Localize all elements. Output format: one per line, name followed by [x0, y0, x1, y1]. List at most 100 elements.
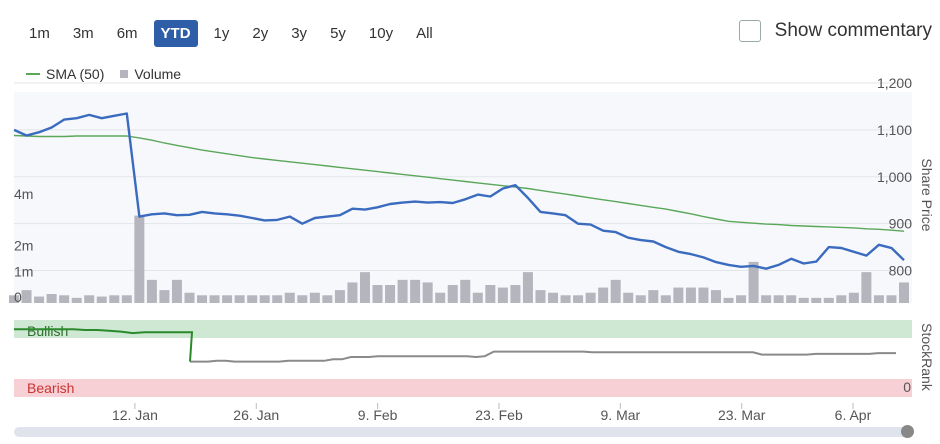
volume-bar	[171, 279, 182, 303]
stockrank-tick-0: 0	[903, 379, 911, 395]
volume-bar	[623, 292, 634, 303]
price-tick-label: 800	[889, 263, 913, 279]
volume-bar	[698, 287, 709, 303]
volume-bar	[748, 261, 759, 303]
range-button-3y[interactable]: 3y	[291, 24, 308, 42]
volume-legend-label[interactable]: Volume	[134, 66, 182, 82]
x-tick-label: 12. Jan	[112, 407, 158, 423]
volume-bar	[209, 295, 220, 303]
volume-tick-label: 2m	[14, 238, 33, 254]
price-tick-label: 900	[889, 216, 913, 232]
navigator-scrollbar[interactable]	[14, 427, 912, 437]
volume-bar	[71, 297, 82, 303]
volume-bar	[660, 295, 671, 303]
volume-bar	[359, 272, 370, 303]
volume-bar	[836, 295, 847, 303]
range-selector: 1m 3m 6m YTD 1y 2y 3y 5y 10y All	[22, 18, 449, 48]
price-lines	[13, 112, 905, 270]
volume-bar	[497, 287, 508, 303]
range-button-6m[interactable]: 6m	[116, 24, 138, 42]
volume-tick-label: 0	[14, 289, 22, 305]
volume-bar	[460, 279, 471, 303]
navigator-scroll-handle[interactable]	[901, 425, 914, 438]
range-button-10y[interactable]: 10y	[368, 24, 394, 42]
sma-legend-label[interactable]: SMA (50)	[46, 66, 105, 82]
volume-bar	[234, 295, 245, 303]
volume-bar	[109, 295, 120, 303]
volume-bar	[573, 295, 584, 303]
volume-bar	[134, 215, 145, 303]
volume-bar	[886, 295, 897, 303]
volume-bar	[159, 290, 170, 303]
volume-bar	[548, 292, 559, 303]
volume-bar	[899, 282, 909, 303]
x-tick-label: 9. Mar	[601, 407, 641, 423]
volume-bar	[585, 292, 596, 303]
volume-bar	[522, 272, 533, 303]
volume-bar	[272, 295, 283, 303]
price-tick-label: 1,200	[877, 75, 912, 91]
x-tick-label: 6. Apr	[835, 407, 872, 423]
volume-bar	[309, 292, 320, 303]
volume-bar	[385, 285, 396, 303]
volume-bar	[447, 285, 458, 303]
volume-legend-swatch	[120, 70, 129, 78]
volume-bar	[535, 290, 546, 303]
volume-bar	[848, 292, 859, 303]
volume-bar	[297, 295, 308, 303]
volume-bar	[685, 287, 696, 303]
volume-bar	[635, 295, 646, 303]
volume-bar	[786, 295, 797, 303]
volume-bar	[21, 290, 32, 303]
commentary-checkbox[interactable]	[738, 20, 761, 42]
range-button-3m[interactable]: 3m	[72, 24, 94, 42]
stockrank-bullish-line	[14, 328, 194, 362]
volume-bar	[610, 279, 621, 303]
show-commentary-toggle[interactable]: Show commentary	[738, 20, 932, 42]
bearish-label: Bearish	[27, 380, 74, 396]
volume-bar	[184, 292, 195, 303]
range-button-1y[interactable]: 1y	[213, 24, 230, 42]
price-tick-label: 1,100	[877, 122, 912, 138]
volume-bar	[422, 282, 433, 303]
range-button-all[interactable]: All	[416, 24, 433, 42]
volume-bar	[347, 282, 358, 303]
volume-bar	[710, 290, 721, 303]
sma-legend-swatch	[26, 73, 40, 75]
volume-bar	[510, 285, 521, 303]
price-tick-label: 1,000	[877, 169, 912, 185]
volume-bar	[247, 295, 258, 303]
volume-bar	[372, 285, 383, 303]
range-button-2y[interactable]: 2y	[252, 24, 269, 42]
volume-bar	[560, 295, 571, 303]
volume-bar	[9, 295, 19, 303]
volume-bar	[773, 295, 784, 303]
volume-bar	[284, 292, 295, 303]
x-tick-label: 23. Feb	[475, 407, 523, 423]
range-button-1m[interactable]: 1m	[29, 24, 50, 42]
volume-bar	[84, 295, 95, 303]
commentary-label: Show commentary	[774, 20, 932, 41]
volume-bar	[823, 297, 834, 303]
volume-bar	[472, 292, 483, 303]
volume-bar	[648, 290, 659, 303]
volume-bar	[397, 279, 408, 303]
volume-bar	[485, 285, 496, 303]
volume-bar	[861, 272, 872, 303]
volume-bar	[798, 297, 809, 303]
volume-bar	[598, 287, 609, 303]
stockrank-line	[190, 350, 896, 363]
volume-bar	[322, 295, 333, 303]
volume-bar	[59, 295, 70, 303]
volume-bar	[873, 295, 884, 303]
volume-bar	[46, 294, 57, 303]
volume-bar	[334, 290, 345, 303]
volume-bar	[121, 295, 132, 303]
bullish-label: Bullish	[27, 323, 68, 339]
volume-bars	[9, 215, 909, 303]
range-button-5y[interactable]: 5y	[330, 24, 346, 42]
volume-bar	[736, 295, 747, 303]
range-button-ytd[interactable]: YTD	[153, 19, 198, 47]
volume-bar	[673, 287, 684, 303]
